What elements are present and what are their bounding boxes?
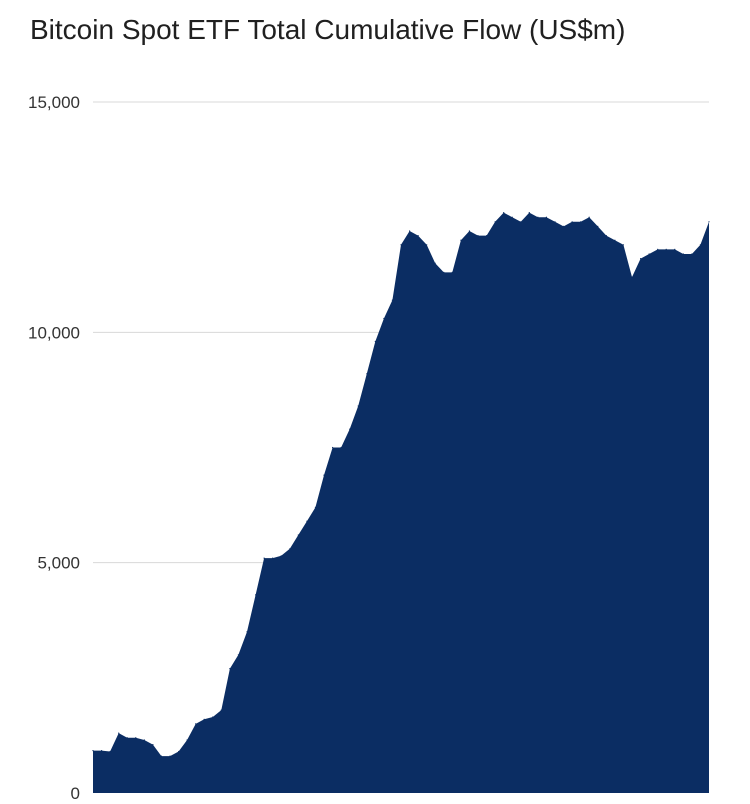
- data-point: [314, 506, 316, 508]
- data-point: [511, 216, 513, 218]
- data-point: [126, 737, 128, 739]
- data-point: [272, 557, 274, 559]
- data-point: [400, 244, 402, 246]
- data-point: [178, 750, 180, 753]
- data-point: [349, 428, 351, 430]
- data-point: [503, 212, 505, 214]
- data-point: [409, 230, 411, 232]
- data-point: [443, 271, 445, 273]
- data-point: [332, 446, 334, 449]
- data-point: [426, 244, 428, 246]
- data-point: [699, 244, 702, 246]
- data-point: [391, 299, 393, 301]
- data-point: [186, 739, 188, 741]
- area-layer: [92, 212, 710, 794]
- data-point: [220, 709, 222, 711]
- data-point: [135, 737, 137, 739]
- data-point: [306, 520, 308, 522]
- data-point: [417, 235, 419, 237]
- data-point: [494, 221, 496, 223]
- data-point: [605, 235, 607, 237]
- data-point: [708, 221, 710, 223]
- data-point: [195, 723, 197, 725]
- data-point: [537, 216, 539, 218]
- data-point: [101, 750, 103, 752]
- chart-title: Bitcoin Spot ETF Total Cumulative Flow (…: [30, 14, 626, 45]
- data-point: [143, 739, 145, 741]
- data-point: [674, 248, 676, 250]
- data-point: [563, 225, 565, 227]
- y-tick-label: 15,000: [28, 93, 80, 112]
- data-point: [486, 235, 488, 237]
- data-point: [665, 248, 667, 250]
- data-point: [203, 718, 205, 720]
- data-point: [597, 225, 599, 227]
- data-point: [648, 253, 650, 255]
- data-point: [366, 373, 368, 375]
- data-point: [255, 594, 257, 596]
- data-point: [229, 668, 231, 670]
- data-point: [682, 253, 684, 255]
- data-point: [622, 244, 625, 246]
- cumulative-flow-area: [93, 212, 709, 794]
- data-point: [92, 750, 94, 752]
- data-point: [263, 557, 265, 559]
- data-point: [434, 262, 436, 264]
- data-point: [289, 548, 291, 550]
- data-point: [297, 534, 299, 536]
- data-point: [109, 750, 111, 753]
- data-point: [640, 258, 642, 260]
- y-tick-label: 5,000: [37, 554, 80, 573]
- data-point: [691, 253, 693, 255]
- data-point: [571, 221, 573, 223]
- data-point: [323, 474, 325, 476]
- data-point: [631, 276, 633, 278]
- data-point: [357, 405, 359, 407]
- data-point: [374, 340, 376, 343]
- data-point: [520, 221, 522, 223]
- data-point: [580, 221, 582, 223]
- data-point: [477, 235, 479, 237]
- data-point: [614, 239, 616, 241]
- data-point: [237, 654, 239, 656]
- data-point: [657, 248, 659, 250]
- data-point: [588, 216, 590, 218]
- data-point: [460, 239, 462, 241]
- data-point: [554, 221, 556, 223]
- data-point: [246, 631, 248, 633]
- y-tick-label: 10,000: [28, 323, 80, 342]
- data-point: [528, 212, 530, 214]
- data-point: [545, 216, 548, 218]
- data-point: [152, 744, 154, 746]
- data-point: [169, 755, 171, 757]
- data-point: [212, 716, 214, 718]
- data-point: [280, 555, 282, 557]
- y-axis: 0 5,000 10,000 15,000: [28, 93, 80, 803]
- data-point: [383, 317, 385, 320]
- y-tick-label: 0: [71, 784, 80, 803]
- data-point: [160, 755, 162, 757]
- data-point: [118, 732, 120, 734]
- data-point: [340, 446, 342, 449]
- data-point: [468, 230, 470, 232]
- data-point: [451, 271, 453, 273]
